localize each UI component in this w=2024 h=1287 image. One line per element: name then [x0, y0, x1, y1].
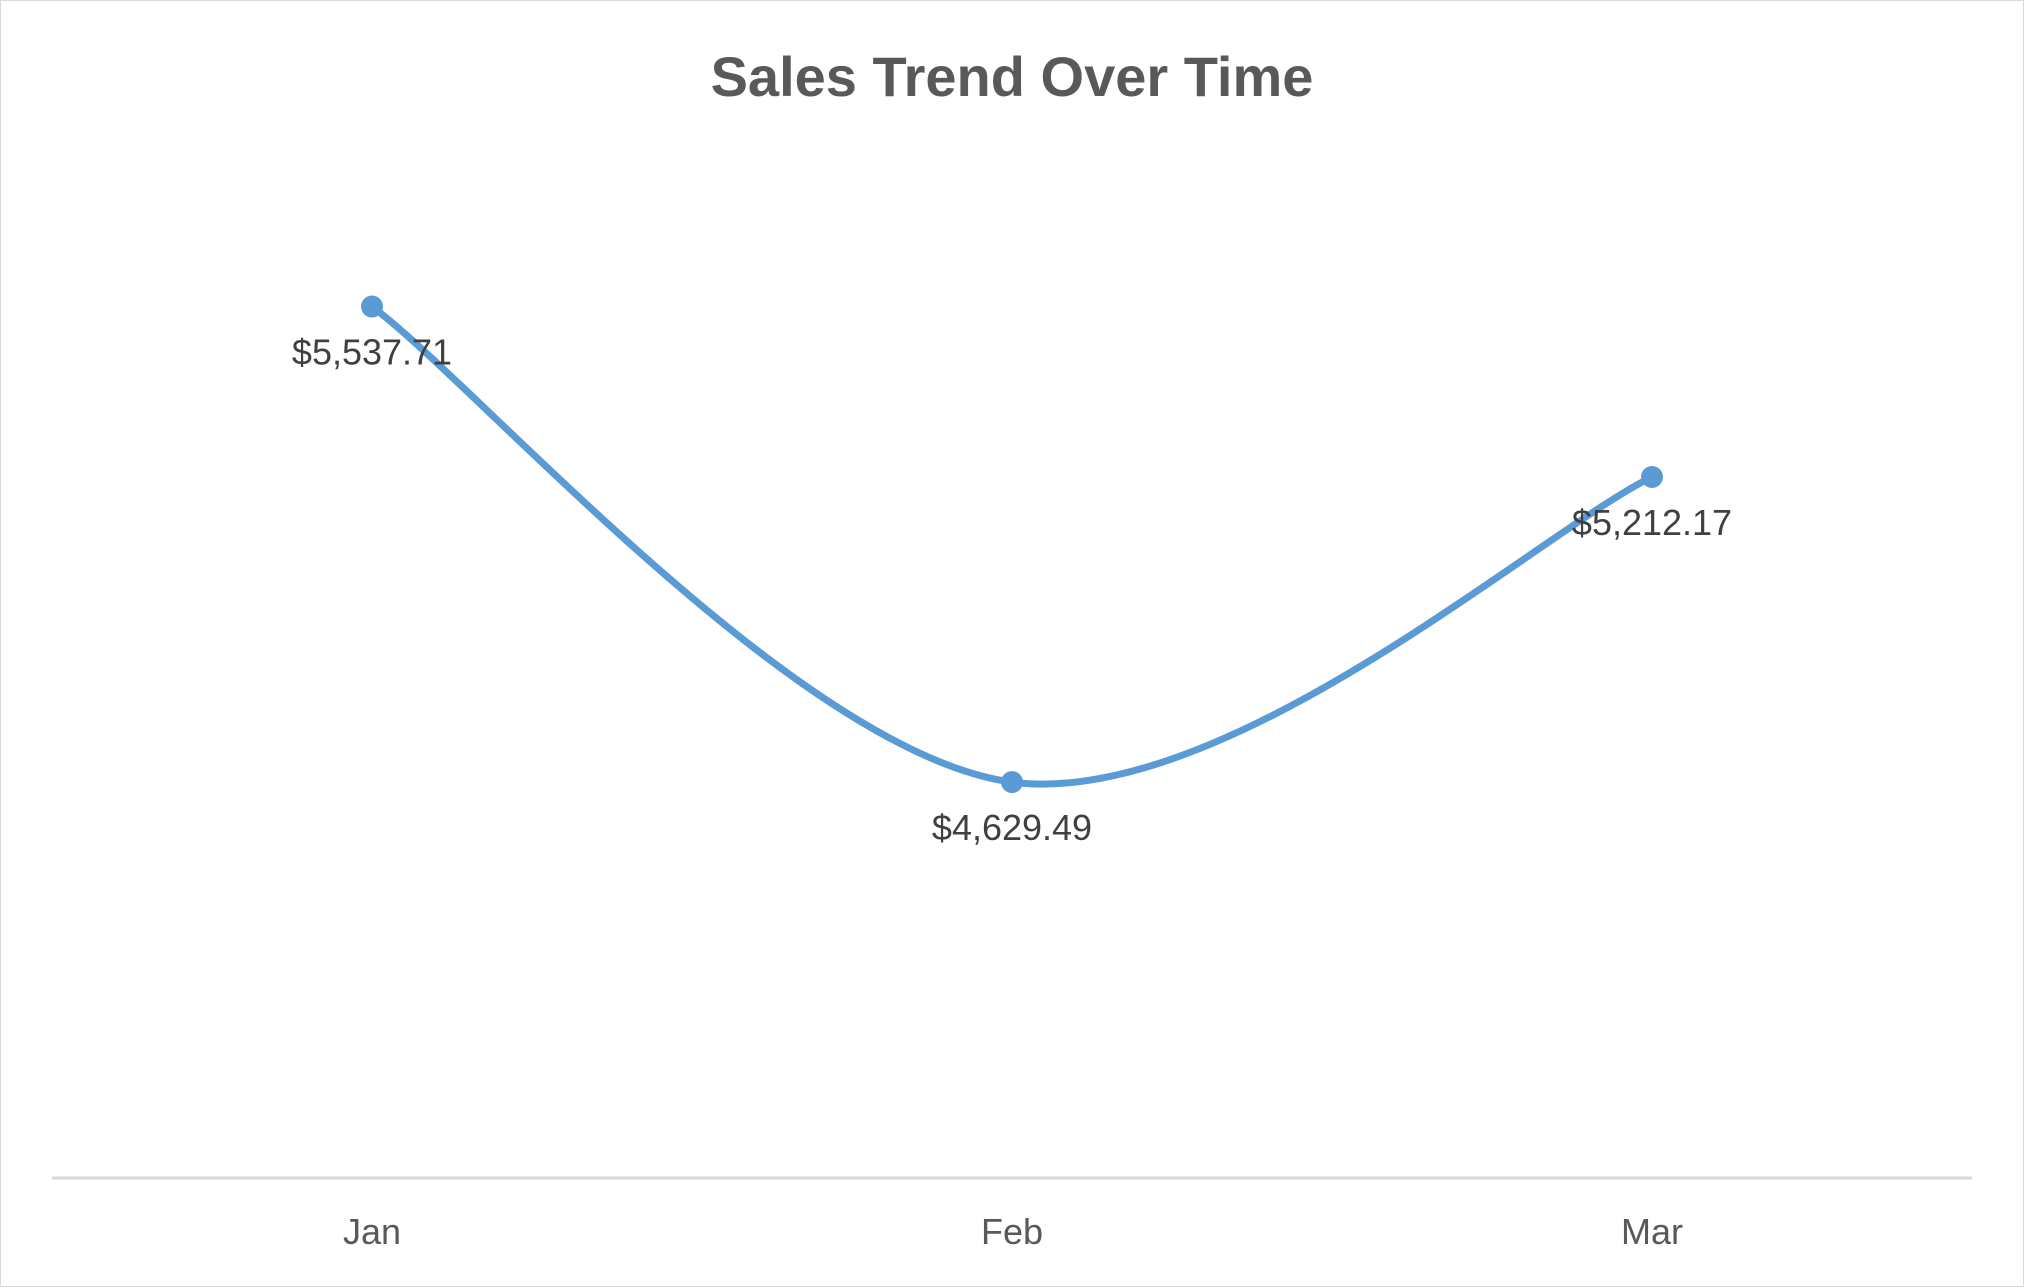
data-point-feb [1001, 771, 1023, 794]
x-tick-label-jan: Jan [343, 1211, 401, 1252]
data-label-jan: $5,537.71 [292, 332, 452, 373]
series-line [368, 303, 1656, 788]
data-label-feb: $4,629.49 [932, 807, 1092, 848]
data-point-mar [1641, 466, 1663, 489]
x-tick-label-mar: Mar [1621, 1211, 1683, 1252]
x-tick-label-feb: Feb [981, 1211, 1043, 1252]
data-label-mar: $5,212.17 [1572, 502, 1732, 543]
chart-title: Sales Trend Over Time [711, 45, 1314, 108]
data-point-jan [361, 295, 383, 318]
plot-area: $5,537.71 $4,629.49 $5,212.17 Jan Feb Mar [292, 295, 1732, 1252]
